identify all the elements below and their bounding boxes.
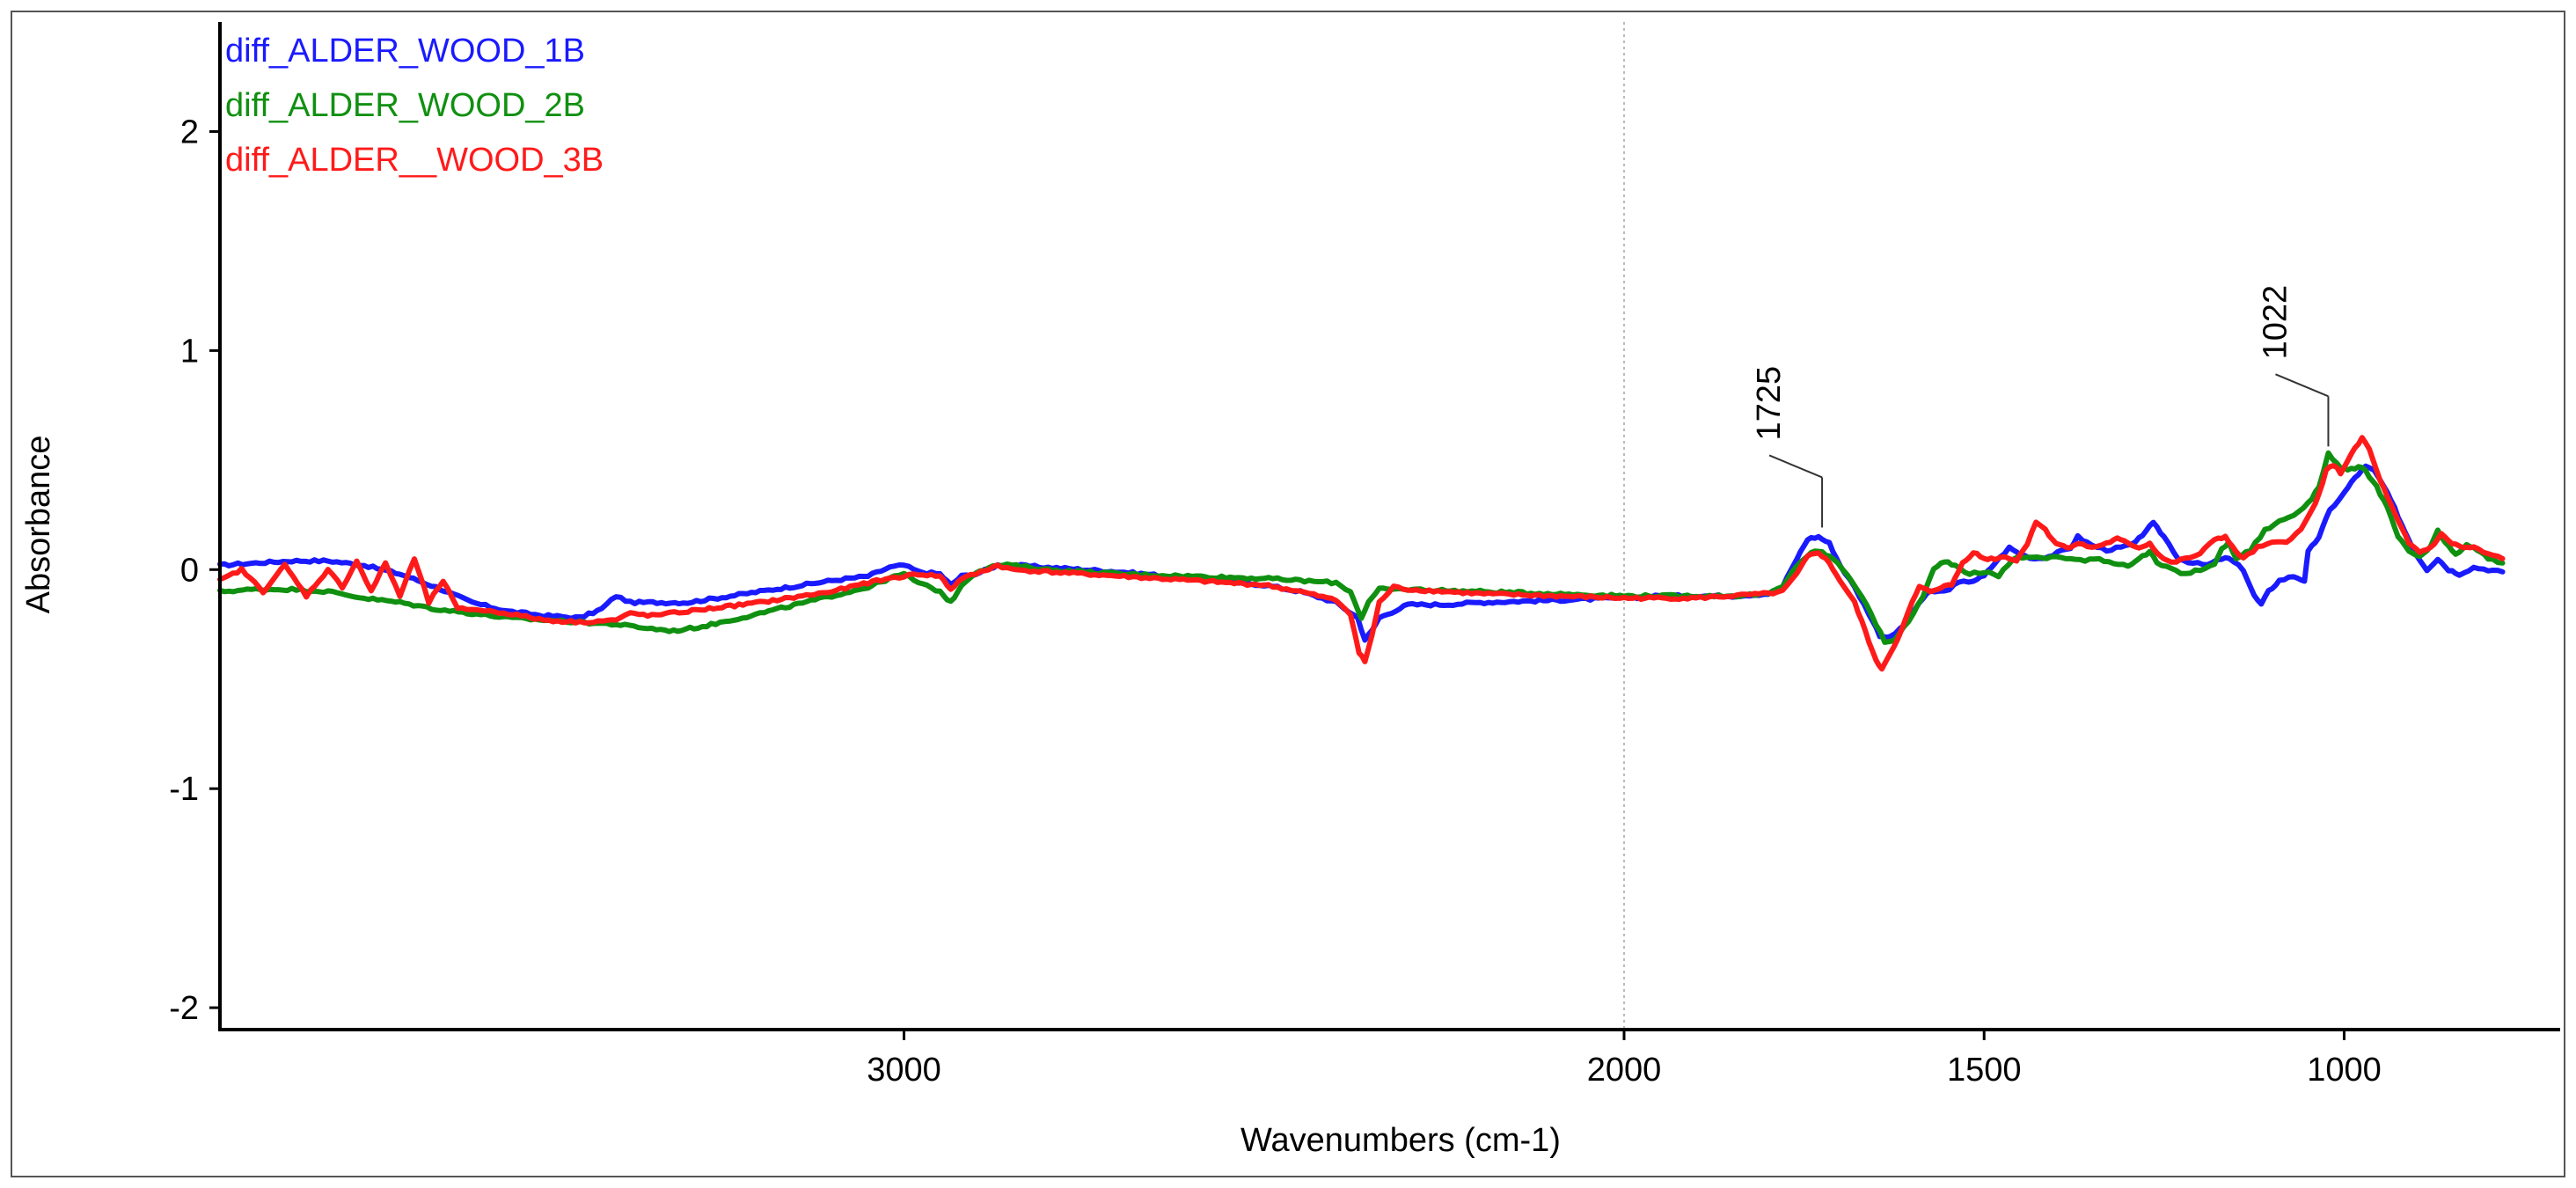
y-tick-label: 1 xyxy=(180,333,199,370)
y-axis-title: Absorbance xyxy=(20,436,57,614)
y-ticks: 2 1 0 -1 -2 xyxy=(169,114,220,1027)
legend-entry-2: diff_ALDER_WOOD_2B xyxy=(225,87,585,124)
x-axis-title: Wavenumbers (cm-1) xyxy=(1240,1122,1561,1159)
x-tick-label: 1500 xyxy=(1947,1052,2022,1089)
y-tick-label: -1 xyxy=(169,771,199,808)
x-tick-label: 3000 xyxy=(867,1052,941,1089)
series-line-3 xyxy=(217,435,2506,672)
y-tick-label: 2 xyxy=(180,114,199,150)
peak-leader-line xyxy=(1768,454,1823,479)
series-line-2 xyxy=(217,450,2506,645)
x-tick-label: 2000 xyxy=(1587,1052,1662,1089)
y-tick-label: -2 xyxy=(169,990,199,1027)
x-tick-label: 1000 xyxy=(2307,1052,2382,1089)
legend-entry-3: diff_ALDER__WOOD_3B xyxy=(225,142,604,179)
peak-label-2: 1022 xyxy=(2257,285,2294,360)
series-line-1 xyxy=(217,463,2506,643)
peak-annotations: 1725 1022 xyxy=(1751,285,2330,528)
x-ticks: 3000 2000 1500 1000 xyxy=(867,1030,2382,1089)
y-tick-label: 0 xyxy=(180,552,199,589)
legend-entry-1: diff_ALDER_WOOD_1B xyxy=(225,33,585,70)
chart-frame xyxy=(11,11,2565,1177)
series-layer xyxy=(217,435,2506,672)
legend: diff_ALDER_WOOD_1B diff_ALDER_WOOD_2Bdiff… xyxy=(225,33,604,179)
peak-label-1: 1725 xyxy=(1751,366,1788,441)
peak-leader-line xyxy=(2275,373,2329,398)
